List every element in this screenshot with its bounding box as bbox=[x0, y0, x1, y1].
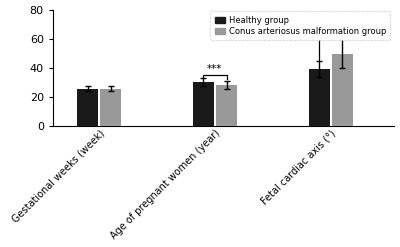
Bar bbox=[193, 82, 214, 125]
Text: ***: *** bbox=[323, 24, 338, 35]
Bar bbox=[332, 54, 353, 125]
Bar bbox=[216, 85, 237, 125]
Text: ***: *** bbox=[207, 64, 223, 74]
Legend: Healthy group, Conus arteriosus malformation group: Healthy group, Conus arteriosus malforma… bbox=[210, 11, 390, 40]
Bar bbox=[309, 69, 330, 125]
Bar bbox=[100, 89, 121, 125]
Bar bbox=[77, 89, 98, 125]
